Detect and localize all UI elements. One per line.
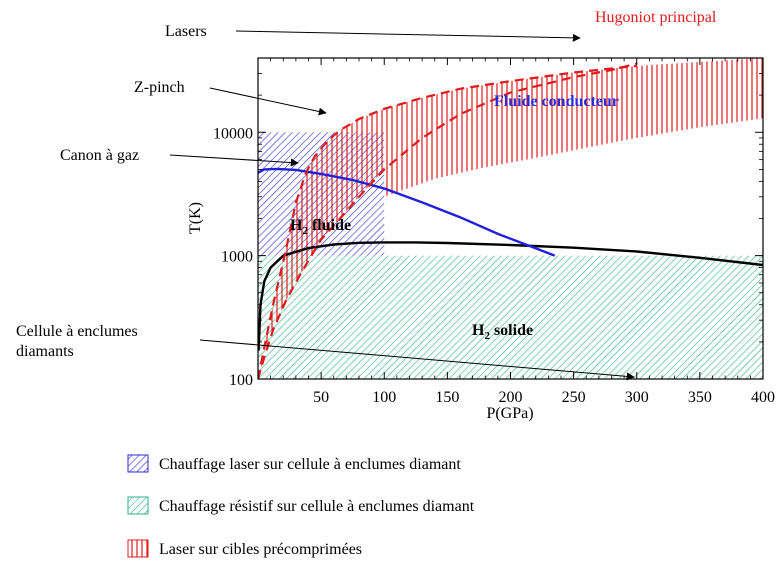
series-line-0 [258, 241, 763, 351]
legend-label-precompressed: Laser sur cibles précomprimées [159, 541, 362, 558]
x-tick-label: 100 [372, 389, 396, 406]
x-tick-label: 50 [313, 389, 329, 406]
x-axis-label: P(GPa) [486, 405, 533, 422]
x-tick-label: 250 [562, 389, 586, 406]
legend-label-laser-dac: Chauffage laser sur cellule à enclumes d… [159, 456, 461, 473]
red-region [258, 58, 763, 379]
legend: Chauffage laser sur cellule à enclumes d… [127, 454, 475, 558]
annotation-lasers-arrow [235, 30, 581, 42]
legend-swatch-resistive-dac [127, 496, 149, 515]
y-tick-label: 1000 [221, 249, 253, 266]
annotation-lasers: Lasers [165, 23, 207, 40]
annotation-zpinch: Z-pinch [134, 79, 185, 96]
x-tick-label: 350 [688, 389, 712, 406]
x-tick-label: 150 [435, 389, 459, 406]
region-label-conducting: Fluide conducteur [494, 93, 619, 110]
annotation-dac-line2: diamants [16, 343, 74, 360]
legend-label-resistive-dac: Chauffage résistif sur cellule à enclume… [159, 498, 475, 515]
series-line-1 [258, 167, 556, 257]
y-tick-label: 100 [229, 372, 253, 389]
series-line-3 [258, 64, 637, 379]
x-tick-label: 200 [499, 389, 523, 406]
annotation-gas-gun-arrow [169, 154, 299, 167]
annotation-dac-line1: Cellule à enclumes [16, 323, 138, 340]
x-tick-label: 400 [751, 389, 775, 406]
annotation-gas-gun: Canon à gaz [60, 147, 139, 164]
x-tick-label: 300 [625, 389, 649, 406]
annotation-zpinch-arrow [209, 87, 327, 116]
y-axis-label: T(K) [187, 202, 204, 234]
green-region [258, 255, 763, 379]
legend-swatch-laser-dac [127, 454, 149, 473]
annotation-hugoniot: Hugoniot principal [595, 9, 717, 26]
annotation-dac-arrow [199, 339, 635, 381]
legend-swatch-precompressed [127, 539, 149, 558]
y-tick-label: 10000 [213, 125, 253, 142]
region-label-fluid: H2 fluide [290, 217, 351, 237]
region-label-solid: H2 solide [472, 322, 533, 342]
series-line-2 [258, 62, 638, 379]
